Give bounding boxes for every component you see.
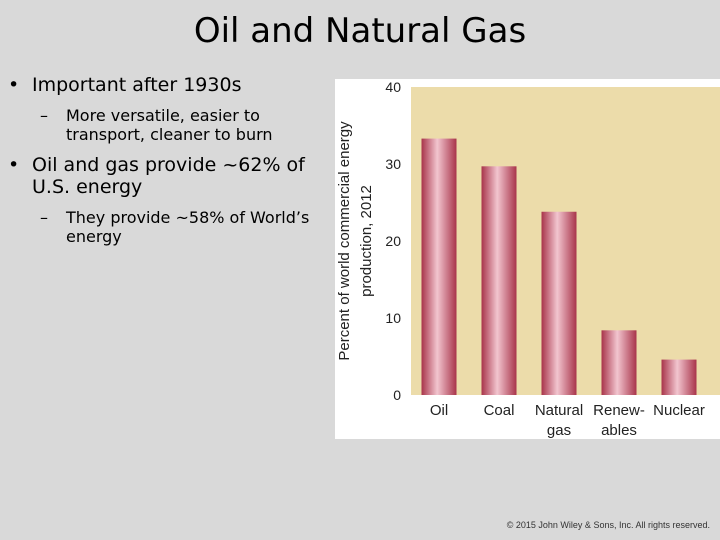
- x-tick-label: Nuclear: [653, 402, 705, 419]
- x-tick-label: Coal: [484, 402, 515, 419]
- bar-4: [661, 359, 697, 395]
- bullet-list: Important after 1930s More versatile, ea…: [8, 70, 328, 256]
- x-tick-label: ables: [601, 422, 637, 439]
- bar-1: [481, 166, 517, 395]
- bullet-item: Important after 1930s: [8, 74, 328, 96]
- x-labels: Oil Coal Natural gas Renew-ables Nuclear: [430, 402, 705, 439]
- y-ticks: 0 10 20 30 40: [385, 79, 401, 403]
- y-axis-label-line: production, 2012: [358, 185, 375, 297]
- y-tick-label: 10: [385, 310, 401, 326]
- y-tick-label: 30: [385, 156, 401, 172]
- y-tick-label: 0: [393, 387, 401, 403]
- copyright-footer: © 2015 John Wiley & Sons, Inc. All right…: [506, 520, 710, 530]
- sub-bullet-item: More versatile, easier to transport, cle…: [8, 106, 328, 144]
- y-tick-label: 20: [385, 233, 401, 249]
- x-tick-label: Natural: [535, 402, 583, 419]
- x-tick-label: Oil: [430, 402, 448, 419]
- bar-2: [541, 211, 577, 395]
- bars: [421, 138, 697, 395]
- y-axis-label-line: Percent of world commercial energy: [336, 121, 353, 361]
- bullet-item: Oil and gas provide ~62% of U.S. energy: [8, 154, 328, 198]
- y-axis-label: Percent of world commercial energy produc…: [336, 121, 375, 361]
- y-tick-label: 40: [385, 79, 401, 95]
- x-tick-label: gas: [547, 422, 571, 439]
- sub-bullet-item: They provide ~58% of World’s energy: [8, 208, 328, 246]
- chart-svg: 0 10 20 30 40 Oil Coal Natural gas Renew-ables Nu…: [336, 79, 720, 439]
- bar-3: [601, 330, 637, 395]
- energy-bar-chart: 0 10 20 30 40 Oil Coal Natural gas Renew-ables Nu…: [335, 79, 720, 439]
- x-tick-label: Renew-: [593, 402, 645, 419]
- slide-title: Oil and Natural Gas: [193, 11, 527, 51]
- bar-0: [421, 138, 457, 395]
